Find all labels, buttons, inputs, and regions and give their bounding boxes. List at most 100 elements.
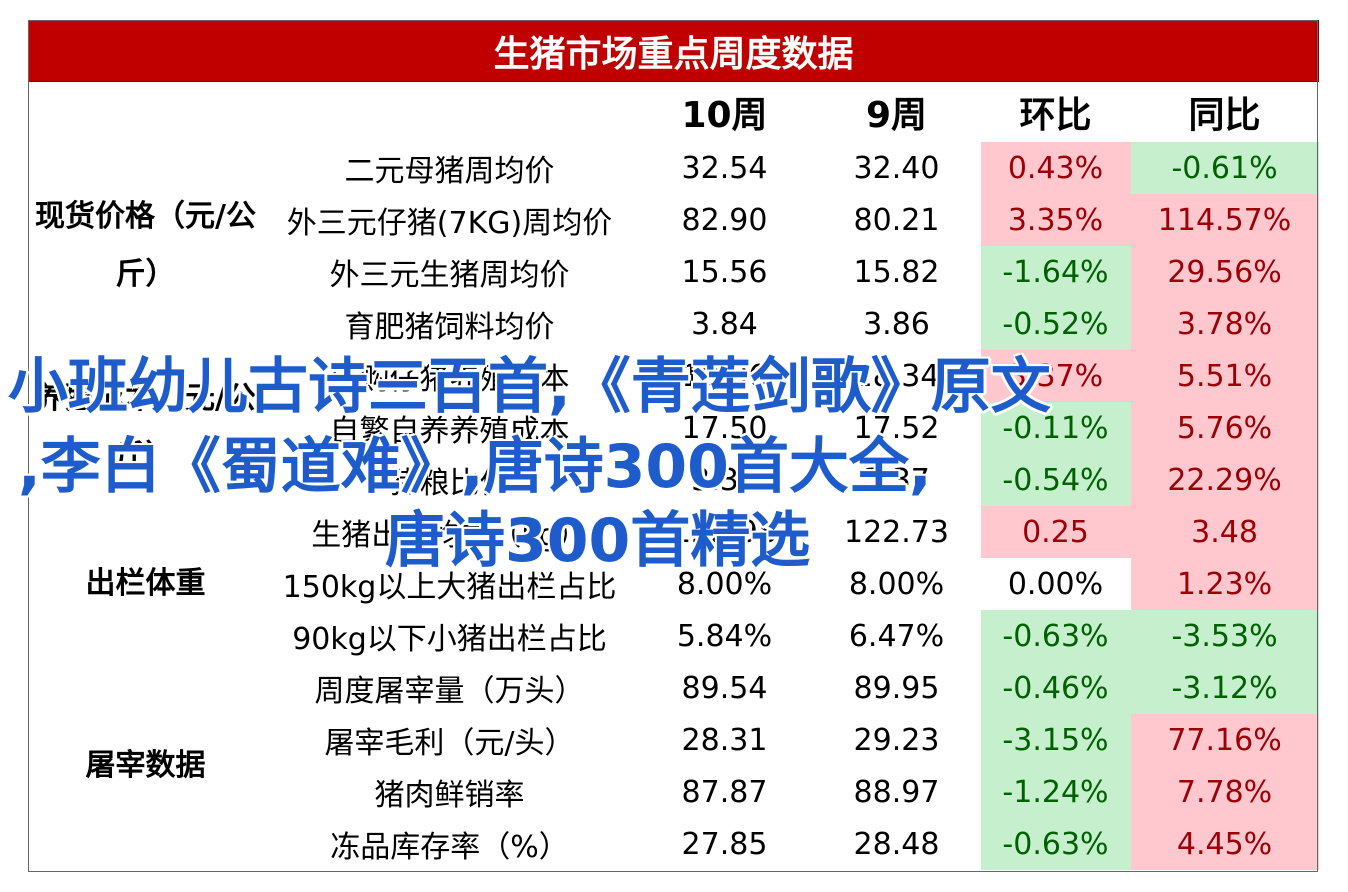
data-table: 生猪市场重点周度数据 10周 9周 环比 同比 现货价格（元/公斤） 二元母猪周均… bbox=[27, 20, 1320, 870]
wow-cell: -0.52% bbox=[980, 298, 1131, 350]
value-cell: 32.54 bbox=[681, 150, 768, 186]
wow-cell: -3.15% bbox=[980, 714, 1131, 766]
row-name: 生猪出栏均重（kg） bbox=[311, 518, 588, 553]
wow-cell: 3.37% bbox=[980, 350, 1131, 402]
value-cell: 3.84 bbox=[691, 306, 758, 342]
row-name: 猪粮比价 bbox=[389, 466, 510, 501]
row-name: 外三元生猪周均价 bbox=[329, 258, 570, 293]
row-name: 周度屠宰量（万头） bbox=[314, 674, 585, 709]
group-label: 现货价格（元/公斤） bbox=[35, 199, 256, 292]
yoy-cell: -3.53% bbox=[1130, 610, 1319, 662]
yoy-cell: -0.61% bbox=[1130, 142, 1319, 194]
row-name: 外购仔猪养殖成本 bbox=[329, 362, 570, 397]
value-cell: 8.00% bbox=[848, 566, 945, 602]
yoy-cell: 7.78% bbox=[1130, 766, 1319, 818]
data-row: 现货价格（元/公斤） 二元母猪周均价 32.54 32.40 0.43% -0.61% bbox=[29, 142, 1319, 292]
value-cell: 15.82 bbox=[853, 254, 940, 290]
data-row: 出栏体重 生猪出栏均重（kg） 122.98 122.73 0.25 3.48 bbox=[29, 506, 1319, 601]
data-row: 90kg以下小猪出栏占比 5.84% 6.47% -0.63% -3.53% bbox=[29, 610, 1319, 662]
wow-cell: -0.46% bbox=[980, 662, 1131, 714]
value-cell: 27.85 bbox=[681, 826, 768, 862]
yoy-cell: -3.12% bbox=[1130, 662, 1319, 714]
wow-cell: -0.63% bbox=[980, 818, 1131, 870]
column-header: 9周 bbox=[865, 95, 928, 136]
wow-cell: 0.00% bbox=[1007, 566, 1104, 602]
yoy-cell: 22.29% bbox=[1130, 454, 1319, 506]
value-cell: 28.48 bbox=[853, 826, 940, 862]
column-header: 同比 bbox=[1188, 95, 1261, 136]
row-name: 自繁自养养殖成本 bbox=[329, 414, 570, 449]
value-cell: 122.98 bbox=[672, 514, 777, 550]
column-header: 环比 bbox=[1019, 95, 1092, 136]
wow-cell: 0.25 bbox=[980, 506, 1131, 558]
value-cell: 122.73 bbox=[844, 514, 949, 550]
group-label: 屠宰数据 bbox=[85, 748, 206, 783]
yoy-cell: 1.23% bbox=[1130, 558, 1319, 610]
value-cell: 29.23 bbox=[853, 722, 940, 758]
yoy-cell: 77.16% bbox=[1130, 714, 1319, 766]
value-cell: 28.31 bbox=[681, 722, 768, 758]
blank bbox=[263, 82, 637, 143]
data-row: 150kg以上大猪出栏占比 8.00% 8.00% 0.00% 1.23% bbox=[29, 558, 1319, 610]
wow-cell: -0.11% bbox=[980, 402, 1131, 454]
value-cell: 15.56 bbox=[681, 254, 768, 290]
value-cell: 89.95 bbox=[853, 670, 940, 706]
row-name: 90kg以下小猪出栏占比 bbox=[292, 622, 607, 657]
data-row: 外三元仔猪(7KG)周均价 82.90 80.21 3.35% 114.57% bbox=[29, 194, 1319, 246]
data-row: 自繁自养养殖成本 17.50 17.52 -0.11% 5.76% bbox=[29, 402, 1319, 454]
value-cell: 17.52 bbox=[853, 410, 940, 446]
row-name: 猪肉鲜销率 bbox=[374, 778, 525, 813]
wow-cell: -1.24% bbox=[980, 766, 1131, 818]
yoy-cell: 5.76% bbox=[1130, 402, 1319, 454]
value-cell: 89.54 bbox=[681, 670, 768, 706]
data-row: 猪肉鲜销率 87.87 88.97 -1.24% 7.78% bbox=[29, 766, 1319, 818]
wow-cell: -1.64% bbox=[980, 246, 1131, 298]
value-cell: 6.47% bbox=[848, 618, 945, 654]
header-row: 10周 9周 环比 同比 bbox=[29, 82, 1319, 143]
value-cell: 8.00% bbox=[676, 566, 773, 602]
value-cell: 17.50 bbox=[681, 410, 768, 446]
group-label: 养殖成本（元/公斤） bbox=[35, 381, 256, 474]
wow-cell: 3.35% bbox=[980, 194, 1131, 246]
value-cell: 3.35 bbox=[691, 462, 758, 498]
row-name: 冻品库存率（%） bbox=[330, 830, 569, 865]
yoy-cell: 3.48 bbox=[1130, 506, 1319, 558]
data-row: 育肥猪饲料均价 3.84 3.86 -0.52% 3.78% bbox=[29, 298, 1319, 350]
value-cell: 87.87 bbox=[681, 774, 768, 810]
watermark: ,李白《蜀道难》,唐诗300首大全, bbox=[18, 432, 932, 502]
value-cell: 3.37 bbox=[863, 462, 930, 498]
data-row: 养殖成本（元/公斤） 外购仔猪养殖成本 18.96 18.34 3.37% 5.51% bbox=[29, 350, 1319, 474]
data-row: 屠宰数据 周度屠宰量（万头） 89.54 89.95 -0.46% -3.12% bbox=[29, 662, 1319, 783]
table-body: 生猪市场重点周度数据 10周 9周 环比 同比 现货价格（元/公斤） 二元母猪周均… bbox=[27, 20, 1320, 870]
yoy-cell: 5.51% bbox=[1130, 350, 1319, 402]
group-label: 出栏体重 bbox=[85, 566, 206, 601]
value-cell: 82.90 bbox=[681, 202, 768, 238]
row-name: 150kg以上大猪出栏占比 bbox=[282, 570, 617, 605]
yoy-cell: 3.78% bbox=[1130, 298, 1319, 350]
table-title: 生猪市场重点周度数据 bbox=[27, 20, 1320, 82]
watermark: 唐诗300首精选 bbox=[385, 506, 811, 576]
value-cell: 18.34 bbox=[853, 358, 940, 394]
value-cell: 88.97 bbox=[853, 774, 940, 810]
wow-cell: -0.54% bbox=[980, 454, 1131, 506]
yoy-cell: 4.45% bbox=[1130, 818, 1319, 870]
data-row: 屠宰毛利（元/头） 28.31 29.23 -3.15% 77.16% bbox=[29, 714, 1319, 766]
value-cell: 32.40 bbox=[853, 150, 940, 186]
value-cell: 18.96 bbox=[681, 358, 768, 394]
row-name: 育肥猪饲料均价 bbox=[344, 310, 555, 345]
data-row: 冻品库存率（%） 27.85 28.48 -0.63% 4.45% bbox=[29, 818, 1319, 870]
data-row: 外三元生猪周均价 15.56 15.82 -1.64% 29.56% bbox=[29, 246, 1319, 298]
data-row: 猪粮比价 3.35 3.37 -0.54% 22.29% bbox=[29, 454, 1319, 506]
column-header: 10周 bbox=[681, 95, 768, 136]
yoy-cell: 29.56% bbox=[1130, 246, 1319, 298]
wow-cell: -0.63% bbox=[980, 610, 1131, 662]
watermark: 小班幼儿古诗三百首,《青莲剑歌》原文 bbox=[8, 352, 1051, 422]
yoy-cell: 114.57% bbox=[1130, 194, 1319, 246]
row-name: 二元母猪周均价 bbox=[344, 154, 555, 189]
wow-cell: 0.43% bbox=[980, 142, 1131, 194]
row-name: 屠宰毛利（元/头） bbox=[324, 726, 575, 761]
row-name: 外三元仔猪(7KG)周均价 bbox=[286, 206, 613, 241]
value-cell: 80.21 bbox=[853, 202, 940, 238]
blank bbox=[29, 82, 263, 143]
